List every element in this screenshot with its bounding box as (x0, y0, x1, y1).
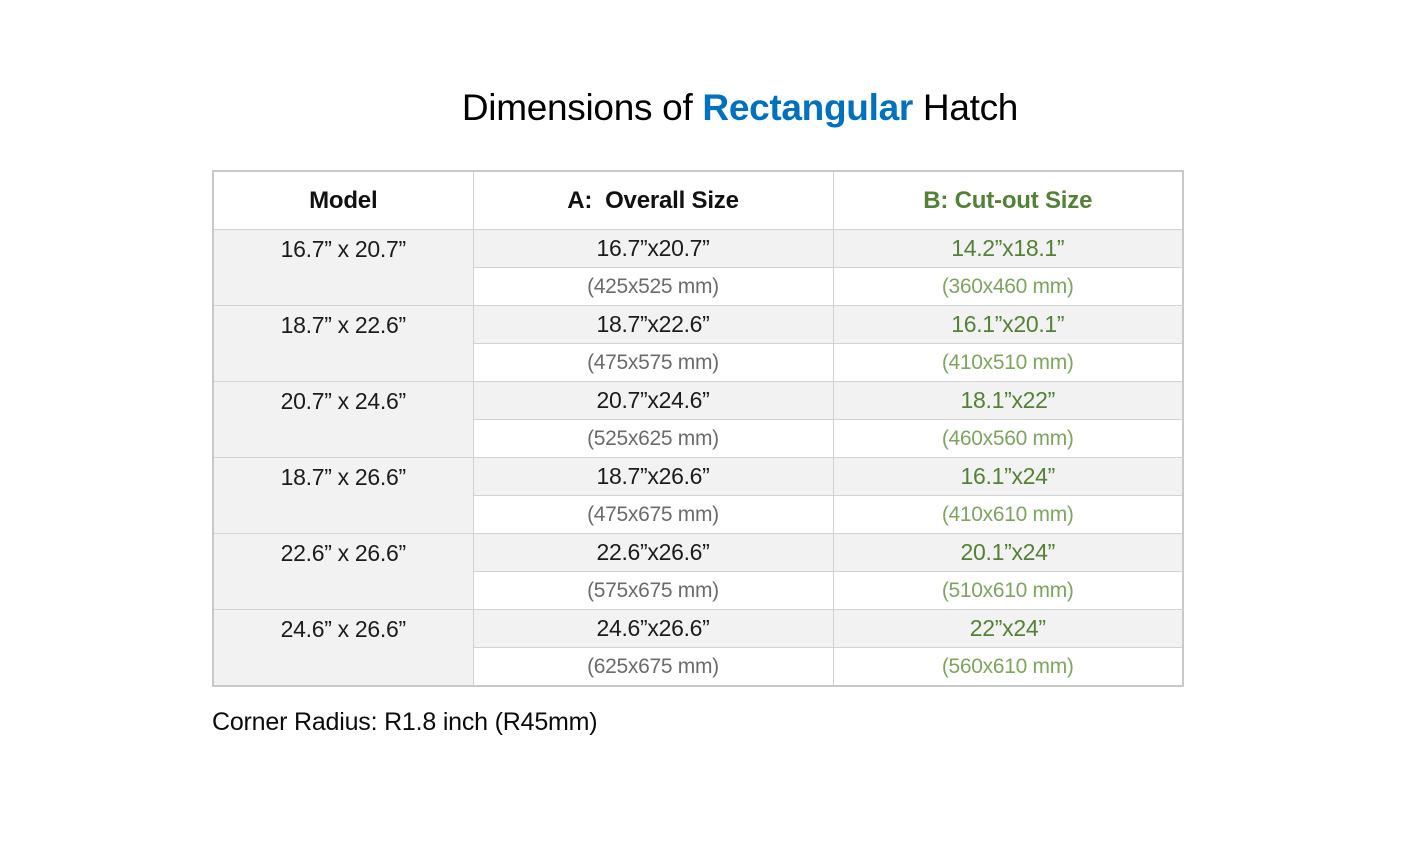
table-row-inch: 18.7” x 26.6” 18.7”x26.6” 16.1”x24” (212, 457, 1184, 534)
model-cell: 18.7” x 26.6” (212, 457, 474, 534)
model-cell: 20.7” x 24.6” (212, 381, 474, 458)
title-prefix: Dimensions of (461, 87, 703, 128)
overall-size-mm-cell: (475x675 mm) (472, 495, 834, 534)
cutout-size-mm-cell: (460x560 mm) (832, 419, 1184, 458)
table-row-mm: (425x525 mm) (360x460 mm) (213, 267, 1184, 306)
overall-size-inch-cell: 18.7”x26.6” (472, 457, 834, 496)
overall-size-inch-cell: 16.7”x20.7” (472, 229, 834, 268)
column-header-overall-size: A: Overall Size (472, 170, 834, 230)
table-row-inch: 24.6” x 26.6” 24.6”x26.6” 22”x24” (212, 609, 1184, 687)
table-row-inch: 20.7” x 24.6” 20.7”x24.6” 18.1”x22” (212, 381, 1184, 458)
cutout-size-mm-cell: (410x510 mm) (832, 343, 1184, 382)
corner-radius-note: Corner Radius: R1.8 inch (R45mm) (212, 708, 598, 736)
model-cell: 22.6” x 26.6” (212, 533, 474, 610)
table-row-mm: (475x575 mm) (410x510 mm) (213, 343, 1184, 382)
table-row-mm: (625x675 mm) (560x610 mm) (213, 647, 1184, 687)
cutout-size-mm-cell: (510x610 mm) (832, 571, 1184, 610)
cutout-size-mm-cell: (560x610 mm) (832, 647, 1184, 687)
overall-size-mm-cell: (475x575 mm) (472, 343, 834, 382)
table-row-mm: (575x675 mm) (510x610 mm) (213, 571, 1184, 610)
model-cell: 24.6” x 26.6” (212, 609, 474, 687)
overall-size-inch-cell: 24.6”x26.6” (472, 609, 834, 648)
table-row-mm: (525x625 mm) (460x560 mm) (213, 419, 1184, 458)
overall-size-mm-cell: (425x525 mm) (472, 267, 834, 306)
table-row-inch: 22.6” x 26.6” 22.6”x26.6” 20.1”x24” (212, 533, 1184, 610)
cutout-size-mm-cell: (360x460 mm) (832, 267, 1184, 306)
table-body: 16.7” x 20.7” 16.7”x20.7” 14.2”x18.1” (425x… (212, 229, 1184, 687)
cutout-size-inch-cell: 16.1”x20.1” (832, 305, 1184, 344)
column-header-model: Model (212, 170, 474, 230)
table-row-mm: (475x675 mm) (410x610 mm) (213, 495, 1184, 534)
table-row-inch: 16.7” x 20.7” 16.7”x20.7” 14.2”x18.1” (212, 229, 1184, 306)
title-highlight: Rectangular (702, 87, 913, 128)
cutout-size-inch-cell: 20.1”x24” (832, 533, 1184, 572)
model-cell: 18.7” x 22.6” (212, 305, 474, 382)
overall-size-inch-cell: 20.7”x24.6” (472, 381, 834, 420)
overall-size-mm-cell: (575x675 mm) (472, 571, 834, 610)
overall-size-mm-cell: (525x625 mm) (472, 419, 834, 458)
cutout-size-inch-cell: 18.1”x22” (832, 381, 1184, 420)
table-row-inch: 18.7” x 22.6” 18.7”x22.6” 16.1”x20.1” (212, 305, 1184, 382)
overall-size-inch-cell: 18.7”x22.6” (472, 305, 834, 344)
cutout-size-inch-cell: 22”x24” (832, 609, 1184, 648)
overall-size-inch-cell: 22.6”x26.6” (472, 533, 834, 572)
title-suffix: Hatch (912, 87, 1019, 128)
cutout-size-inch-cell: 14.2”x18.1” (832, 229, 1184, 268)
page-title: Dimensions of Rectangular Hatch (30, 86, 1420, 130)
dimensions-table: Model A: Overall Size B: Cut-out Size 16… (212, 170, 1184, 687)
model-cell: 16.7” x 20.7” (212, 229, 474, 306)
header-row: Model A: Overall Size B: Cut-out Size (212, 170, 1184, 230)
overall-size-mm-cell: (625x675 mm) (472, 647, 834, 687)
column-header-cutout-size: B: Cut-out Size (832, 170, 1184, 230)
cutout-size-inch-cell: 16.1”x24” (832, 457, 1184, 496)
cutout-size-mm-cell: (410x610 mm) (832, 495, 1184, 534)
